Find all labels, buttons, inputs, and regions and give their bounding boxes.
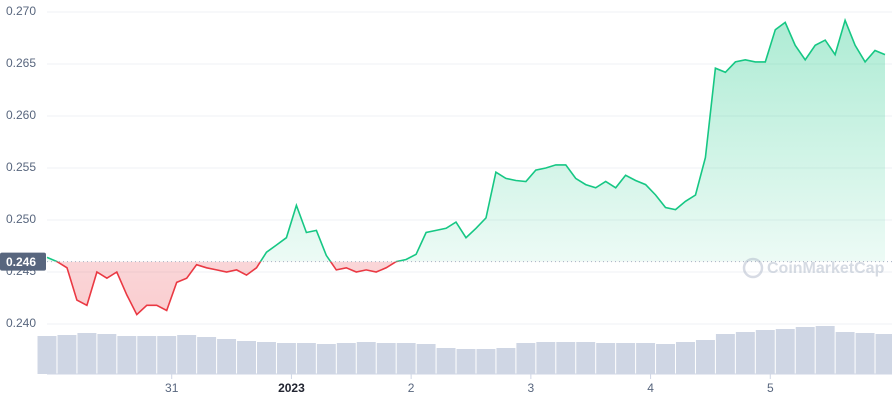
volume-bar [815,326,835,374]
volume-bar [656,344,676,374]
volume-bar [636,343,656,374]
x-tick-label: 2 [408,381,415,395]
volume-bar [775,329,795,374]
x-tick-label: 5 [767,381,774,395]
area-up [47,20,886,262]
volume-bar [77,333,97,374]
volume-bar [316,344,336,374]
baseline-label: 0.246 [6,255,36,269]
volume-bar [157,336,177,374]
volume-bar [676,342,695,374]
volume-bar [336,343,356,374]
price-line-below [54,261,401,316]
volume-bar [735,332,755,374]
y-tick-label: 0.260 [6,108,36,122]
watermark-text: CoinMarketCap [767,260,885,277]
y-tick-label: 0.265 [6,56,36,70]
volume-bar [715,334,735,374]
y-tick-label: 0.270 [6,4,36,18]
volume-bar [476,349,496,374]
volume-bar [556,342,576,374]
volume-bar [37,336,57,374]
volume-bar [217,339,237,374]
x-tick-label: 31 [165,381,179,395]
x-tick-label: 3 [528,381,535,395]
volume-bar [197,337,217,374]
volume-bar [137,336,157,374]
y-tick-label: 0.255 [6,160,36,174]
volume-bar [97,334,117,374]
watermark-logo [742,257,764,279]
volume-bar [596,343,616,374]
volume-bar [436,348,456,374]
volume-bar [356,342,376,374]
volume-bar [57,335,77,374]
volume-bar [376,343,396,374]
y-tick-label: 0.250 [6,212,36,226]
volume-bar [576,342,596,374]
volume-bar [835,332,855,374]
volume-bar [616,343,636,374]
volume-bar [416,344,436,374]
x-tick-label: 2023 [278,381,305,395]
volume-bar [795,327,815,374]
volume-bar [516,343,536,374]
volume-bar [855,333,875,374]
area-down [57,261,397,315]
volume-bar [257,342,276,374]
volume-bar [117,336,137,374]
y-tick-label: 0.240 [6,316,36,330]
volume-bar [237,341,257,374]
volume-bar [536,342,556,374]
volume-bar [496,348,516,374]
volume-bar [755,330,775,374]
volume-bar [296,343,316,374]
volume-bar [695,340,715,374]
volume-bar [456,349,476,374]
volume-bar [276,343,296,374]
volume-bar [875,334,892,374]
x-tick-label: 4 [647,381,654,395]
volume-bar [396,343,416,374]
watermark: CoinMarketCap [742,257,885,279]
baseline-label-box [0,252,46,271]
price-line [46,17,886,262]
volume-bar [177,335,197,374]
